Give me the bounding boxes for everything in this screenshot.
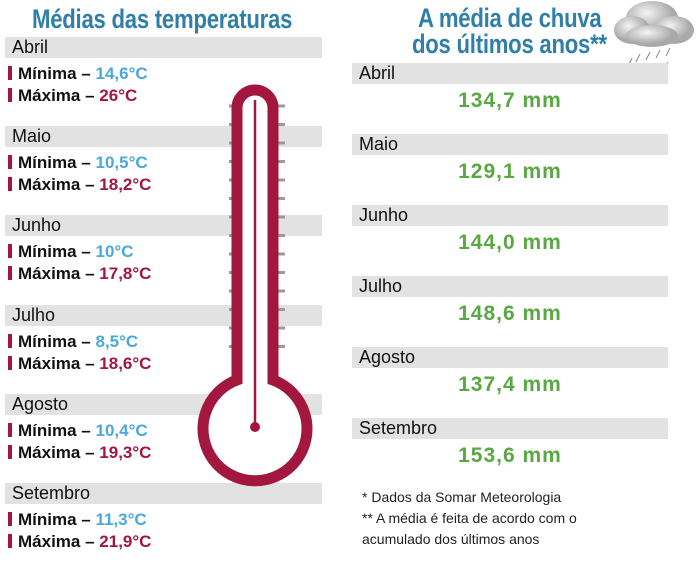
max-value: 17,8°C <box>99 264 152 284</box>
temp-min-row: Mínima – 10,5°C <box>8 153 148 173</box>
rain-value: 137,4 mm <box>458 373 562 396</box>
rain-month-header: Abril <box>352 63 668 84</box>
min-value: 8,5°C <box>95 331 139 351</box>
max-value: 21,9°C <box>99 532 152 551</box>
temp-max-row: Máxima – 21,9°C <box>8 532 151 552</box>
thermometer-icon <box>197 84 313 487</box>
temp-max-row: Máxima – 26°C <box>8 86 137 106</box>
temp-month-header: Setembro <box>5 483 322 504</box>
temp-min-row: Mínima – 10°C <box>8 242 133 262</box>
min-label: Mínima – <box>18 153 91 173</box>
footnote-average-cont: acumulado dos últimos anos <box>362 531 540 547</box>
footnote-source: * Dados da Somar Meteorologia <box>362 489 562 505</box>
rain-month-header: Agosto <box>352 347 668 368</box>
temperature-title: Médias das temperaturas <box>32 4 293 34</box>
max-value: 19,3°C <box>99 442 152 462</box>
rain-value: 153,6 mm <box>458 444 562 467</box>
temp-min-row: Mínima – 10,4°C <box>8 421 148 441</box>
min-value: 11,3°C <box>95 510 147 529</box>
bullet-marker <box>8 88 12 102</box>
temp-min-row: Mínima – 11,3°C <box>8 510 147 530</box>
bullet-marker <box>8 422 12 437</box>
rain-month-header: Setembro <box>352 418 668 439</box>
max-label: Máxima – <box>18 442 95 462</box>
min-label: Mínima – <box>18 510 91 529</box>
bullet-marker <box>8 155 12 170</box>
bullet-marker <box>8 244 12 259</box>
min-value: 14,6°C <box>95 64 148 83</box>
bullet-marker <box>8 333 12 348</box>
rain-value: 129,1 mm <box>458 160 562 183</box>
bullet-marker <box>8 512 12 526</box>
temp-max-row: Máxima – 18,2°C <box>8 175 151 195</box>
bullet-marker <box>8 534 12 548</box>
rain-month-header: Junho <box>352 205 668 226</box>
min-value: 10°C <box>95 242 134 262</box>
rain-month-header: Maio <box>352 134 668 155</box>
bullet-marker <box>8 66 12 80</box>
temp-min-row: Mínima – 8,5°C <box>8 332 138 352</box>
rain-title-line1: A média de chuva <box>418 3 602 33</box>
min-label: Mínima – <box>18 64 91 83</box>
temp-max-row: Máxima – 18,6°C <box>8 354 151 374</box>
bullet-marker <box>8 177 12 192</box>
rain-title-line2: dos últimos anos** <box>412 29 607 59</box>
temp-min-row: Mínima – 14,6°C <box>8 64 148 84</box>
max-value: 18,6°C <box>99 353 152 373</box>
temp-month-header: Abril <box>5 37 322 58</box>
max-value: 26°C <box>99 86 138 105</box>
min-value: 10,4°C <box>95 420 148 440</box>
min-label: Mínima – <box>18 420 91 440</box>
bullet-marker <box>8 355 12 370</box>
max-label: Máxima – <box>18 175 95 195</box>
max-label: Máxima – <box>18 532 95 551</box>
rain-value: 144,0 mm <box>458 231 562 254</box>
max-label: Máxima – <box>18 353 95 373</box>
rain-month-header: Julho <box>352 276 668 297</box>
max-value: 18,2°C <box>99 175 152 195</box>
rain-value: 134,7 mm <box>458 89 562 112</box>
min-value: 10,5°C <box>95 153 148 173</box>
temp-max-row: Máxima – 19,3°C <box>8 443 151 463</box>
bullet-marker <box>8 444 12 459</box>
footnote-average: ** A média é feita de acordo com o <box>362 510 577 526</box>
min-label: Mínima – <box>18 242 91 262</box>
min-label: Mínima – <box>18 331 91 351</box>
rain-value: 148,6 mm <box>458 302 562 325</box>
temp-max-row: Máxima – 17,8°C <box>8 264 151 284</box>
bullet-marker <box>8 266 12 281</box>
max-label: Máxima – <box>18 86 95 105</box>
max-label: Máxima – <box>18 264 95 284</box>
